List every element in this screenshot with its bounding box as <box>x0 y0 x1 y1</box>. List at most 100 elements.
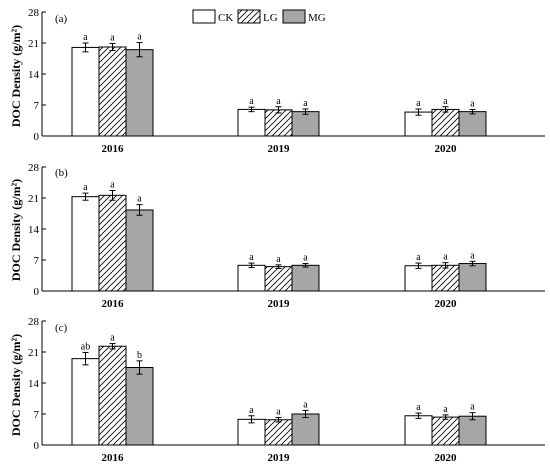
panel-a-errorbar-ck-2020 <box>415 108 422 116</box>
legend-swatch-mg <box>282 9 306 24</box>
panel-a-sig-label-ck-2016: a <box>83 32 88 43</box>
legend-swatch-ck <box>192 9 216 24</box>
panel-b-bar-lg-2020 <box>431 264 460 292</box>
panel-b-sig-label-ck-2020: a <box>416 252 421 263</box>
panel-c-bar-mg-2019 <box>291 413 320 446</box>
panel-b-bar-ck-2020 <box>404 265 433 292</box>
panel-a-y-tick-label: 0 <box>34 131 40 143</box>
panel-c-label: (c) <box>55 322 68 334</box>
panel-a-errorbar-lg-2016 <box>109 42 116 52</box>
panel-b-errorbar-mg-2020 <box>469 260 476 267</box>
panel-a-errorbar-lg-2020 <box>442 106 449 113</box>
panel-b-bar-ck-2019 <box>237 264 266 292</box>
panel-c-bar-ck-2020 <box>404 415 433 446</box>
panel-c-errorbar-mg-2019 <box>302 409 309 419</box>
panel-a-errorbar-ck-2019 <box>248 106 255 113</box>
panel-b-category-label: 2016 <box>102 298 125 310</box>
panel-a-y-tick-label: 7 <box>34 100 40 112</box>
panel-b-ylabel: DOC Density (g/m²) <box>9 179 23 281</box>
panel-c-sig-label-ck-2019: a <box>249 405 254 416</box>
panel-b-errorbar-lg-2019 <box>275 264 282 269</box>
panel-c-errorbar-ck-2016 <box>82 351 89 366</box>
panel-b-errorbar-ck-2020 <box>415 262 422 269</box>
panel-c-sig-label-ck-2020: a <box>416 402 421 413</box>
panel-c-sig-label-lg-2019: a <box>276 407 281 418</box>
panel-c-errorbar-lg-2016 <box>109 343 116 350</box>
panel-b-y-tick-label: 28 <box>28 162 40 174</box>
panel-c-y-tick-label: 28 <box>28 316 40 328</box>
panel-a-bar-mg-2016 <box>125 49 154 137</box>
panel-b-sig-label-mg-2020: a <box>470 250 475 261</box>
panel-b-bar-mg-2019 <box>291 264 320 292</box>
panel-b-bar-lg-2016 <box>98 194 127 292</box>
panel-c-errorbar-mg-2020 <box>469 412 476 421</box>
panel-a-errorbar-mg-2019 <box>302 108 309 115</box>
panel-a-bar-mg-2020 <box>458 111 487 137</box>
panel-b-marks: a a a a a a a a a <box>71 179 487 292</box>
panel-b-sig-label-ck-2016: a <box>83 182 88 193</box>
panel-c-y-tick-label: 14 <box>28 378 40 390</box>
panel-b-errorbar-lg-2020 <box>442 262 449 269</box>
panel-c-sig-label-lg-2016: a <box>110 333 115 344</box>
panel-a-category-label: 2016 <box>102 143 125 155</box>
panel-b-sig-label-lg-2016: a <box>110 179 115 190</box>
panel-b-sig-label-ck-2019: a <box>249 252 254 263</box>
panel-a-errorbar-mg-2016 <box>136 42 143 58</box>
panel-c-category-label: 2020 <box>435 452 458 464</box>
panel-b-category-label: 2020 <box>435 298 458 310</box>
legend-label-mg: MG <box>308 12 326 24</box>
panel-b-errorbar-ck-2019 <box>248 262 255 269</box>
panel-a-bar-ck-2019 <box>237 108 266 137</box>
panel-b-errorbar-mg-2019 <box>302 263 309 268</box>
panel-a-sig-label-ck-2020: a <box>416 98 421 109</box>
panel-b-y-tick-label: 14 <box>28 224 40 236</box>
panel-a-category-label: 2019 <box>268 143 291 155</box>
panel-c-sig-label-mg-2020: a <box>470 402 475 413</box>
panel-c-category-label: 2019 <box>268 452 291 464</box>
panel-a-marks: a a a a a a a a a <box>71 32 487 137</box>
panel-b-errorbar-mg-2016 <box>136 204 143 216</box>
panel-c-errorbar-lg-2020 <box>442 414 449 420</box>
panel-a-errorbar-lg-2019 <box>275 106 282 114</box>
panel-b-y-tick-label: 7 <box>34 255 40 267</box>
panel-c-bar-lg-2020 <box>431 416 460 446</box>
panel-c-y-tick-label: 21 <box>28 347 39 359</box>
panel-c-sig-label-mg-2019: a <box>303 399 308 410</box>
legend: CK LG MG <box>192 9 326 24</box>
panel-a-bar-mg-2019 <box>291 111 320 137</box>
panel-a-sig-label-ck-2019: a <box>249 96 254 107</box>
panel-b-sig-label-mg-2019: a <box>303 253 308 264</box>
panel-b-errorbar-lg-2016 <box>109 189 116 201</box>
panel-c-bar-lg-2016 <box>98 345 127 446</box>
panel-a-category-labels: 2016 2019 2020 <box>102 143 458 155</box>
panel-c-y-tick-label: 0 <box>34 440 40 452</box>
legend-label-ck: CK <box>218 12 233 24</box>
panel-a-ylabel: DOC Density (g/m²) <box>9 25 23 127</box>
panel-a-errorbar-ck-2016 <box>82 42 89 53</box>
panel-c-y-tick-label: 7 <box>34 409 40 421</box>
panel-a-y-tick-label: 21 <box>28 38 39 50</box>
panel-a-bar-lg-2020 <box>431 108 460 137</box>
panel-c-category-labels: 2016 2019 2020 <box>102 452 458 464</box>
panel-a-sig-label-lg-2020: a <box>443 96 448 107</box>
panel-b-sig-label-lg-2020: a <box>443 252 448 263</box>
panel-b-y-tick-label: 21 <box>28 193 39 205</box>
panel-a-category-label: 2020 <box>435 143 458 155</box>
panel-a-sig-label-mg-2020: a <box>470 98 475 109</box>
panel-a-y-tick-label: 28 <box>28 7 40 19</box>
panel-b-bar-mg-2016 <box>125 209 154 292</box>
panel-a-bar-lg-2016 <box>98 46 127 137</box>
panel-b-sig-label-mg-2016: a <box>137 194 142 205</box>
panel-a-bar-lg-2019 <box>264 109 293 137</box>
panel-a-sig-label-mg-2019: a <box>303 98 308 109</box>
panel-c-bar-mg-2020 <box>458 415 487 446</box>
legend-swatch-lg <box>237 9 261 24</box>
panel-a-label: (a) <box>55 13 68 25</box>
panel-b-bar-lg-2019 <box>264 266 293 292</box>
panel-b-category-label: 2019 <box>268 298 291 310</box>
panel-c-errorbar-lg-2019 <box>275 417 282 423</box>
